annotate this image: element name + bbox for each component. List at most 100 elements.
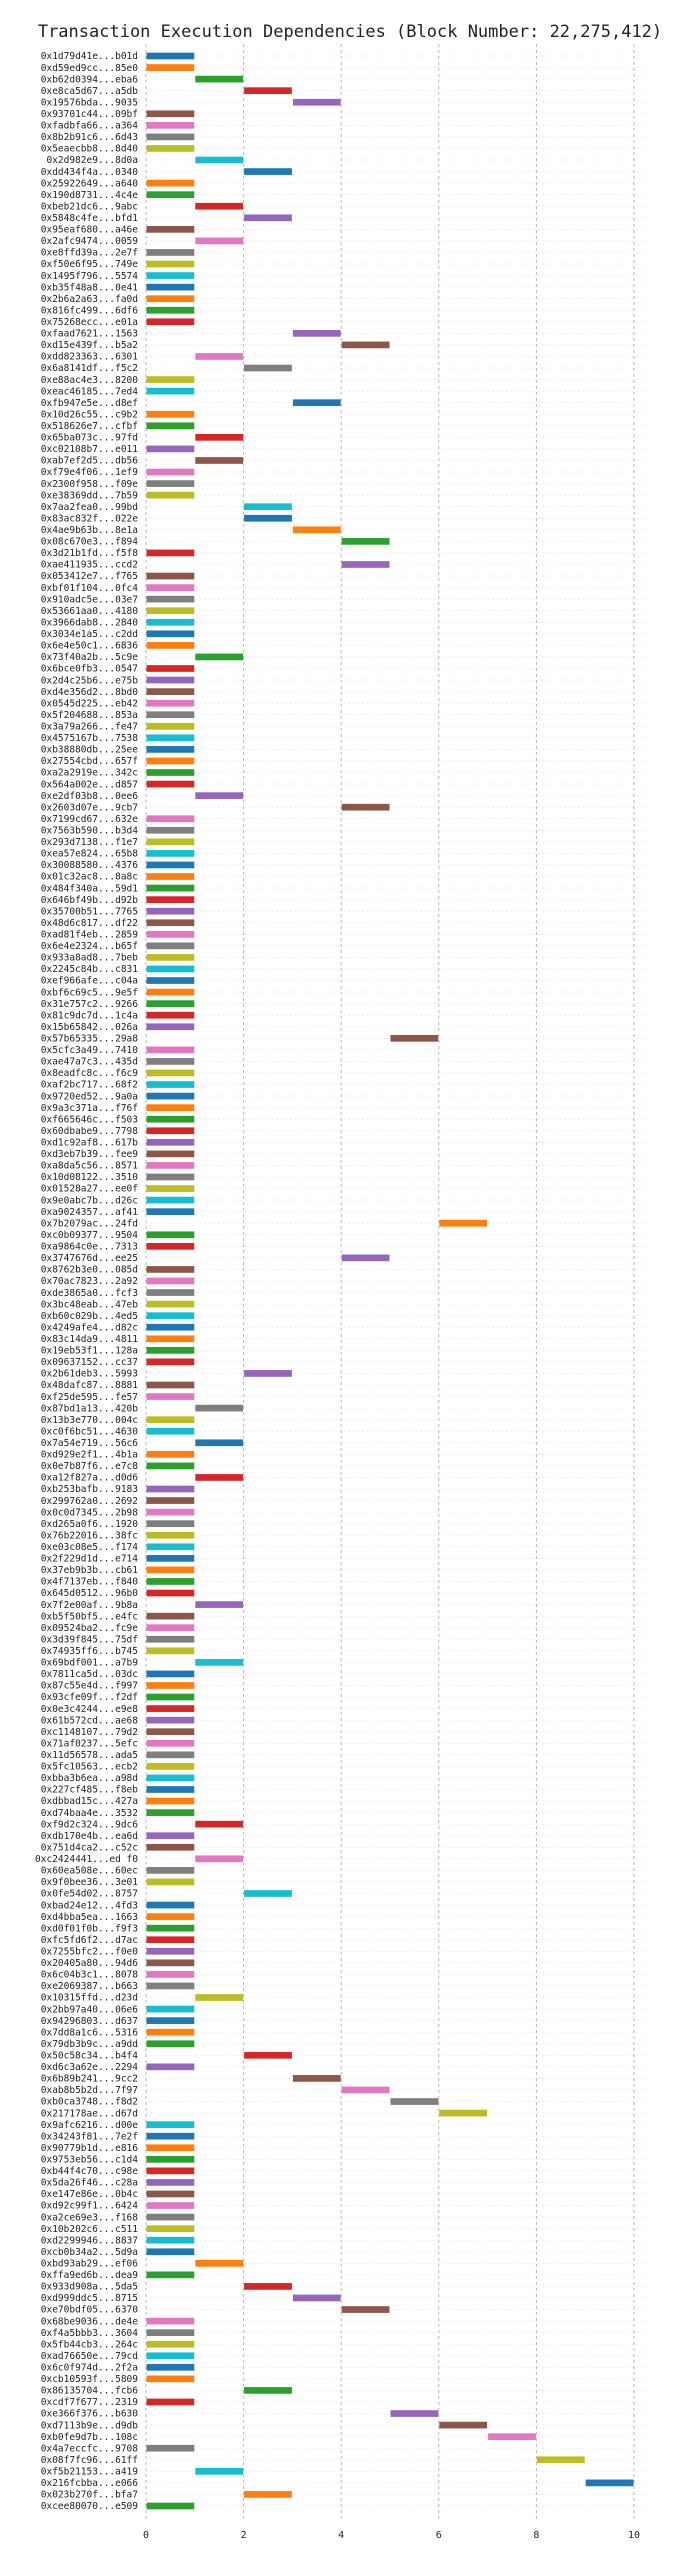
y-tick-label: 0x93cfe09f...f2df bbox=[41, 1692, 138, 1703]
y-tick-label: 0xd3eb7b39...fee9 bbox=[41, 1149, 139, 1160]
y-tick-label: 0xe147e86e...0b4c bbox=[41, 2189, 138, 2200]
transaction-bar bbox=[146, 699, 195, 707]
y-tick-label: 0x75268ecc...e01a bbox=[41, 317, 138, 328]
y-tick-label: 0xdbbad15c...427a bbox=[41, 1796, 138, 1807]
y-tick-label: 0xbeb21dc6...9abc bbox=[41, 201, 138, 212]
y-tick-label: 0xfc5fd6f2...d7ac bbox=[41, 1935, 138, 1946]
transaction-bar bbox=[244, 168, 292, 175]
transaction-bar bbox=[195, 2467, 244, 2475]
transaction-bar bbox=[244, 503, 292, 511]
y-tick-label: 0x53661aa0...4180 bbox=[41, 606, 139, 617]
x-tick-label: 8 bbox=[533, 2530, 539, 2541]
y-tick-label: 0x1495f796...5574 bbox=[41, 271, 139, 282]
y-tick-label: 0xde3865a0...fcf3 bbox=[41, 1288, 138, 1299]
y-tick-label: 0x6bce0fb3...0547 bbox=[41, 664, 138, 675]
transaction-bar bbox=[146, 1231, 195, 1239]
y-tick-label: 0x73f40a2b...5c9e bbox=[41, 652, 139, 663]
transaction-bar bbox=[146, 1531, 195, 1539]
y-tick-label: 0x3966dab8...2840 bbox=[41, 617, 139, 628]
y-tick-label: 0x2afc9474...0059 bbox=[41, 236, 139, 247]
y-tick-label: 0x518626e7...cfbf bbox=[41, 421, 138, 432]
y-tick-label: 0x50c58c34...b4f4 bbox=[41, 2050, 139, 2061]
y-tick-label: 0xb60c029b...4ed5 bbox=[41, 1311, 138, 1322]
transaction-bar bbox=[585, 2479, 634, 2487]
y-tick-label: 0xa9864c0e...7313 bbox=[41, 1242, 138, 1253]
transaction-bar bbox=[146, 1358, 195, 1366]
y-tick-label: 0x70ac7823...2a92 bbox=[41, 1276, 138, 1287]
y-tick-label: 0x5cfc3a49...7410 bbox=[41, 1045, 139, 1056]
y-tick-label: 0xc2424441...ed f0 bbox=[35, 1854, 138, 1865]
transaction-bar bbox=[146, 988, 195, 996]
y-tick-label: 0x0fe54d02...8757 bbox=[41, 1889, 138, 1900]
y-tick-label: 0x11d56578...ada5 bbox=[41, 1750, 138, 1761]
y-tick-label: 0x2b6a2a63...fa0d bbox=[41, 294, 138, 305]
y-tick-label: 0x1d79d41e...b01d bbox=[41, 51, 138, 62]
transaction-bar bbox=[146, 1843, 195, 1851]
transaction-bar bbox=[146, 225, 195, 233]
transaction-bar bbox=[146, 1497, 195, 1504]
transaction-bar bbox=[146, 1982, 195, 1990]
transaction-bar bbox=[146, 1739, 195, 1747]
y-tick-label: 0x68be9036...de4e bbox=[41, 2316, 139, 2327]
y-tick-label: 0x09637152...cc37 bbox=[41, 1357, 138, 1368]
y-tick-label: 0x4ae9b63b...8e1a bbox=[41, 525, 138, 536]
y-tick-label: 0x10d08122...3510 bbox=[41, 1172, 139, 1183]
y-tick-label: 0xe2df03b8...0ee6 bbox=[41, 791, 139, 802]
transaction-bar bbox=[195, 156, 244, 164]
transaction-bar bbox=[146, 2005, 195, 2013]
transaction-bar bbox=[341, 561, 390, 568]
transaction-bar bbox=[146, 1878, 195, 1886]
y-tick-label: 0x2245c84b...c831 bbox=[41, 964, 139, 975]
transaction-bar bbox=[146, 584, 195, 591]
transaction-bar bbox=[146, 2502, 195, 2510]
y-tick-label: 0x94296803...d637 bbox=[41, 2016, 138, 2027]
y-tick-label: 0x564a002e...d857 bbox=[41, 779, 138, 790]
y-tick-label: 0x3747676d...ee25 bbox=[41, 1253, 138, 1264]
transaction-bar bbox=[146, 52, 195, 60]
y-tick-label: 0x6e4e50c1...6836 bbox=[41, 641, 139, 652]
transaction-bar bbox=[244, 87, 292, 95]
transaction-bar bbox=[146, 2179, 195, 2186]
y-tick-label: 0x8eadfc8c...f6c9 bbox=[41, 1068, 139, 1079]
transaction-bar bbox=[146, 1185, 195, 1192]
transaction-bar bbox=[146, 1566, 195, 1574]
transaction-bar bbox=[146, 965, 195, 973]
y-tick-label: 0xd7113b9e...d9db bbox=[41, 2420, 139, 2431]
transaction-bar bbox=[146, 1682, 195, 1689]
transaction-bar bbox=[195, 353, 244, 360]
y-tick-label: 0x2b61deb3...5993 bbox=[41, 1369, 138, 1380]
y-tick-label: 0xa12f827a...d0d6 bbox=[41, 1473, 139, 1484]
y-tick-label: 0x8762b3e0...085d bbox=[41, 1265, 138, 1276]
y-tick-label: 0xbf6c69c5...9e5f bbox=[41, 987, 138, 998]
y-tick-label: 0x7dd8a1c6...5316 bbox=[41, 2027, 139, 2038]
y-tick-label: 0xc02108b7...e011 bbox=[41, 444, 139, 455]
transaction-bar bbox=[195, 1601, 244, 1608]
transaction-bar bbox=[244, 214, 292, 222]
transaction-bar bbox=[146, 838, 195, 846]
y-tick-label: 0x933d908a...5da5 bbox=[41, 2282, 138, 2293]
transaction-bar bbox=[244, 2387, 292, 2394]
transaction-bar bbox=[146, 676, 195, 684]
y-tick-label: 0x6a8141df...f5c2 bbox=[41, 363, 138, 374]
y-tick-label: 0xb0ca3748...f8d2 bbox=[41, 2097, 138, 2108]
y-tick-label: 0xe8ffd39a...2e7f bbox=[41, 248, 138, 259]
y-tick-label: 0xf5b21153...a419 bbox=[41, 2467, 139, 2478]
y-tick-label: 0xdb170e4b...ea6d bbox=[41, 1831, 138, 1842]
y-tick-label: 0xe2069387...b663 bbox=[41, 1981, 138, 1992]
transaction-bar bbox=[292, 2075, 341, 2082]
transaction-bar bbox=[146, 1728, 195, 1736]
y-tick-label: 0x5eaecbb8...8d40 bbox=[41, 144, 139, 155]
y-tick-label: 0x2bb97a40...06e6 bbox=[41, 2004, 139, 2015]
y-tick-label: 0x5fc10563...ecb2 bbox=[41, 1762, 138, 1773]
y-tick-label: 0xd4bba5ea...1663 bbox=[41, 1912, 138, 1923]
transaction-bar bbox=[146, 1323, 195, 1331]
transaction-bar bbox=[146, 1936, 195, 1944]
y-tick-label: 0xbd93ab29...ef06 bbox=[41, 2259, 139, 2270]
transaction-bar bbox=[146, 110, 195, 118]
y-tick-label: 0x90779b1d...e816 bbox=[41, 2143, 139, 2154]
y-tick-label: 0xf665646c...f503 bbox=[41, 1114, 138, 1125]
y-tick-label: 0x5848c4fe...bfd1 bbox=[41, 213, 139, 224]
y-tick-label: 0x9e0abc7b...d26c bbox=[41, 1195, 138, 1206]
transaction-bar bbox=[146, 757, 195, 765]
y-tick-label: 0x65ba073c...97fd bbox=[41, 433, 138, 444]
